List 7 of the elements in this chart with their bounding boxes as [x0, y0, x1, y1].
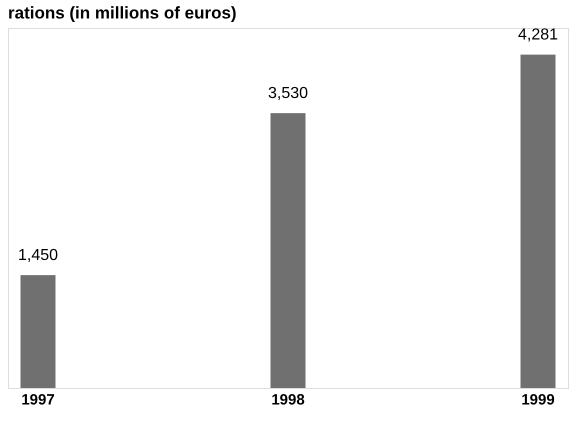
- data-label: 1,450: [18, 247, 58, 264]
- data-label: 3,530: [268, 85, 308, 102]
- x-tick-label: 1998: [271, 392, 305, 408]
- chart-title: rations (in millions of euros): [8, 4, 237, 23]
- x-tick-label: 1997: [21, 392, 55, 408]
- data-label: 4,281: [518, 26, 558, 44]
- x-tick-label: 1999: [521, 392, 555, 408]
